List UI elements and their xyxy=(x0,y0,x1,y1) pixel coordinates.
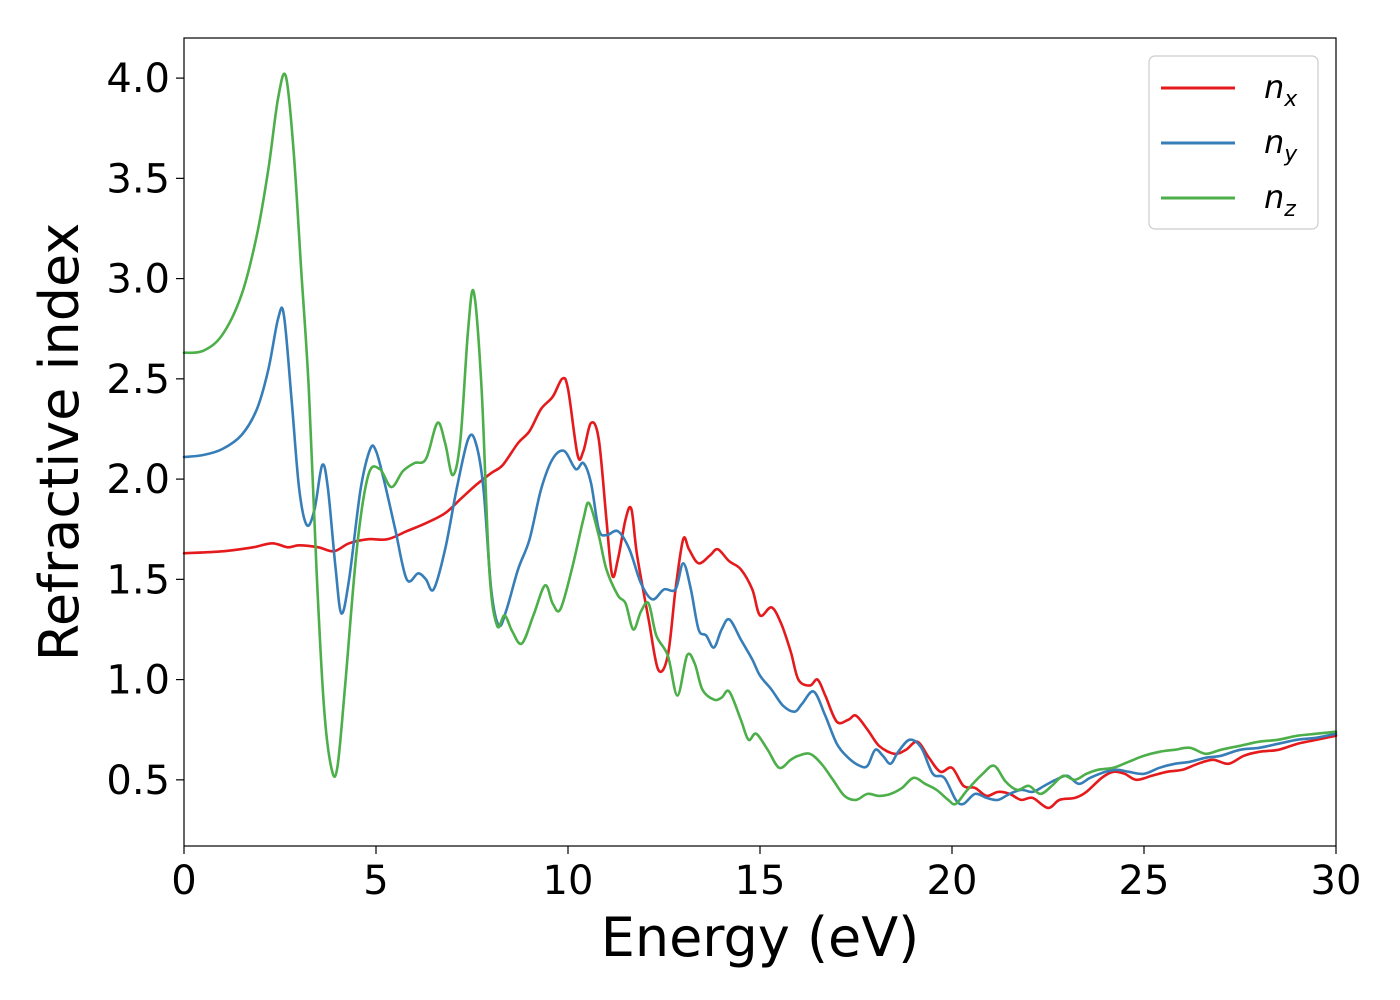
y-tick-label: 3.5 xyxy=(106,156,170,202)
y-axis: 0.5 1.0 1.5 2.0 2.5 3.0 3.5 4.0 xyxy=(106,56,184,804)
legend-label-x: nx xyxy=(1264,68,1298,112)
legend-subscript: x xyxy=(1283,87,1298,112)
x-tick-label: 15 xyxy=(735,858,786,904)
x-tick-label: 5 xyxy=(363,858,388,904)
legend-symbol: n xyxy=(1264,68,1284,106)
y-axis-label: Refractive index xyxy=(28,223,91,662)
x-tick-label: 10 xyxy=(543,858,594,904)
x-axis: 0 5 10 15 20 25 30 xyxy=(171,846,1361,904)
legend-label-z: nz xyxy=(1264,178,1296,222)
y-tick-label: 1.5 xyxy=(106,557,170,603)
y-tick-label: 3.0 xyxy=(106,257,170,303)
y-tick-label: 2.0 xyxy=(106,457,170,503)
series-line-x xyxy=(182,376,1338,810)
x-tick-label: 25 xyxy=(1119,858,1170,904)
legend-subscript: y xyxy=(1283,142,1298,167)
x-tick-label: 30 xyxy=(1311,858,1362,904)
x-axis-label: Energy (eV) xyxy=(601,906,920,969)
series-line-z xyxy=(182,72,1338,806)
x-tick-label: 0 xyxy=(171,858,196,904)
y-tick-label: 2.5 xyxy=(106,357,170,403)
x-tick-label: 20 xyxy=(927,858,978,904)
series-layer xyxy=(182,72,1338,810)
y-tick-label: 4.0 xyxy=(106,56,170,102)
legend-symbol: n xyxy=(1264,123,1284,161)
y-tick-label: 0.5 xyxy=(106,758,170,804)
legend-symbol: n xyxy=(1264,178,1284,216)
legend-label-y: ny xyxy=(1264,123,1298,167)
legend-subscript: z xyxy=(1283,197,1296,222)
y-tick-label: 1.0 xyxy=(106,658,170,704)
